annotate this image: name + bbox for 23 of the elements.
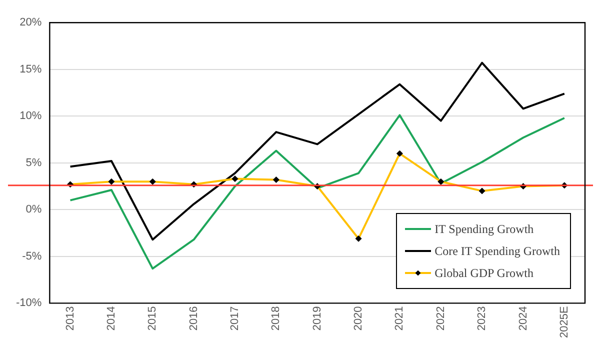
- x-tick-label: 2017: [229, 306, 242, 331]
- y-tick-label: -10%: [16, 297, 42, 310]
- x-tick-label: 2024: [517, 306, 530, 331]
- x-tick-label: 2022: [434, 306, 447, 331]
- x-tick-label: 2014: [105, 306, 118, 331]
- legend-label: Core IT Spending Growth: [434, 244, 560, 258]
- x-tick-label: 2019: [311, 306, 324, 331]
- x-tick-label: 2021: [394, 306, 406, 331]
- x-tick-label: 2016: [188, 306, 200, 331]
- x-tick-label: 2018: [270, 306, 282, 331]
- x-tick-label: 2015: [146, 306, 159, 331]
- y-tick-label: 15%: [20, 63, 42, 76]
- x-tick-label: 2020: [352, 306, 365, 331]
- y-tick-label: -5%: [22, 250, 42, 262]
- x-tick-label: 2013: [64, 306, 76, 331]
- y-tick-label: 0%: [26, 204, 42, 216]
- legend-label: IT Spending Growth: [434, 222, 534, 236]
- x-tick-label: 2025E: [558, 306, 570, 338]
- y-tick-label: 10%: [20, 110, 42, 122]
- legend-label: Global GDP Growth: [434, 266, 534, 280]
- y-tick-label: 5%: [26, 156, 42, 169]
- y-tick-label: 20%: [20, 16, 42, 29]
- x-tick-label: 2023: [476, 306, 488, 331]
